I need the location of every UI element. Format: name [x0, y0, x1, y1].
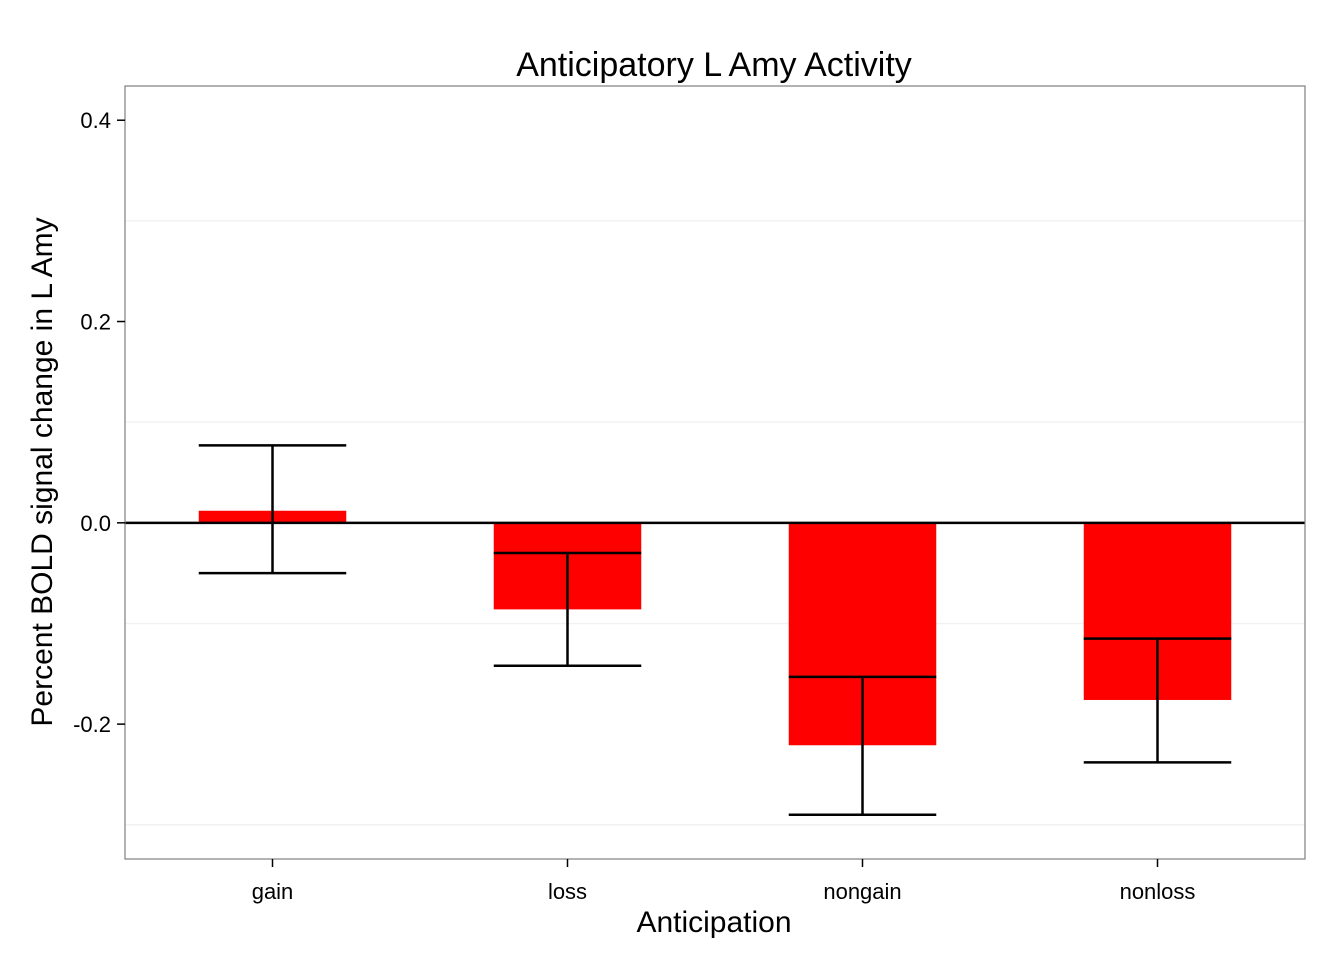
x-tick-label-nonloss: nonloss — [1120, 879, 1196, 904]
chart-title: Anticipatory L Amy Activity — [516, 46, 912, 84]
x-tick-label-nongain: nongain — [823, 879, 901, 904]
x-tick-label-gain: gain — [252, 879, 294, 904]
errorbar-nonloss — [1083, 637, 1232, 764]
y-tick-label: 0.4 — [80, 108, 111, 133]
panel-border — [124, 85, 1306, 860]
y-axis-title: Percent BOLD signal change in L Amy — [26, 217, 59, 726]
y-tick-label: 0.2 — [80, 310, 111, 335]
x-axis: gain loss nongain nonloss — [252, 859, 1196, 904]
y-tick-label: 0.0 — [80, 511, 111, 536]
x-tick-label-loss: loss — [548, 879, 587, 904]
bars — [198, 510, 1232, 746]
errorbar-gain — [198, 444, 347, 575]
error-bars — [198, 444, 1232, 816]
y-tick-label: -0.2 — [73, 712, 111, 737]
errorbar-nongain — [788, 675, 937, 816]
y-axis: -0.2 0.0 0.2 0.4 — [73, 108, 125, 737]
errorbar-loss — [493, 551, 642, 667]
x-axis-title: Anticipation — [636, 906, 791, 939]
